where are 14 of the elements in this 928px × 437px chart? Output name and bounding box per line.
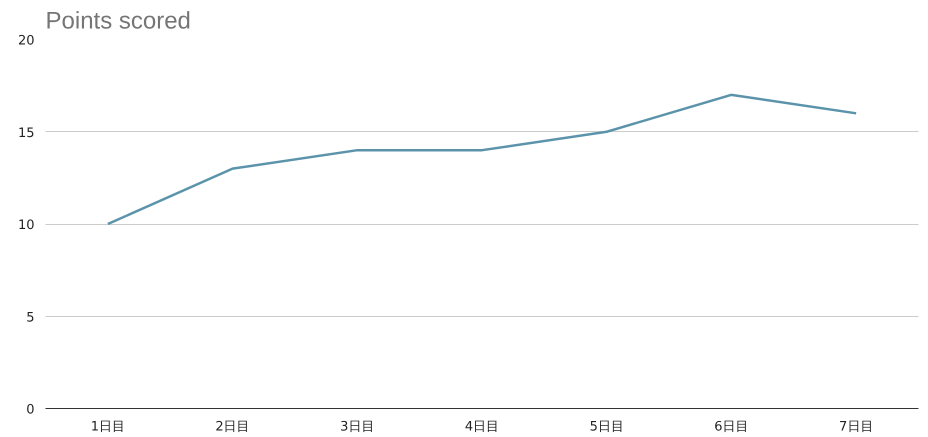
y-tick-label: 15 [18,126,35,141]
x-tick-label: 6日目 [714,420,749,434]
x-tick-label: 2日目 [215,420,250,434]
x-tick-label: 1日目 [90,420,126,434]
y-tick-label: 10 [18,218,35,233]
x-tick-label: 4日目 [464,420,500,434]
y-tick-label: 20 [18,34,35,48]
y-tick-label: 0 [26,402,35,418]
line-series [106,94,858,226]
x-tick-label: 7日目 [839,420,874,434]
y-tick-label: 5 [26,310,35,326]
chart-title: Points scored [46,8,191,34]
x-tick-label: 3日目 [340,420,374,434]
x-tick-label: 5日目 [590,420,624,434]
